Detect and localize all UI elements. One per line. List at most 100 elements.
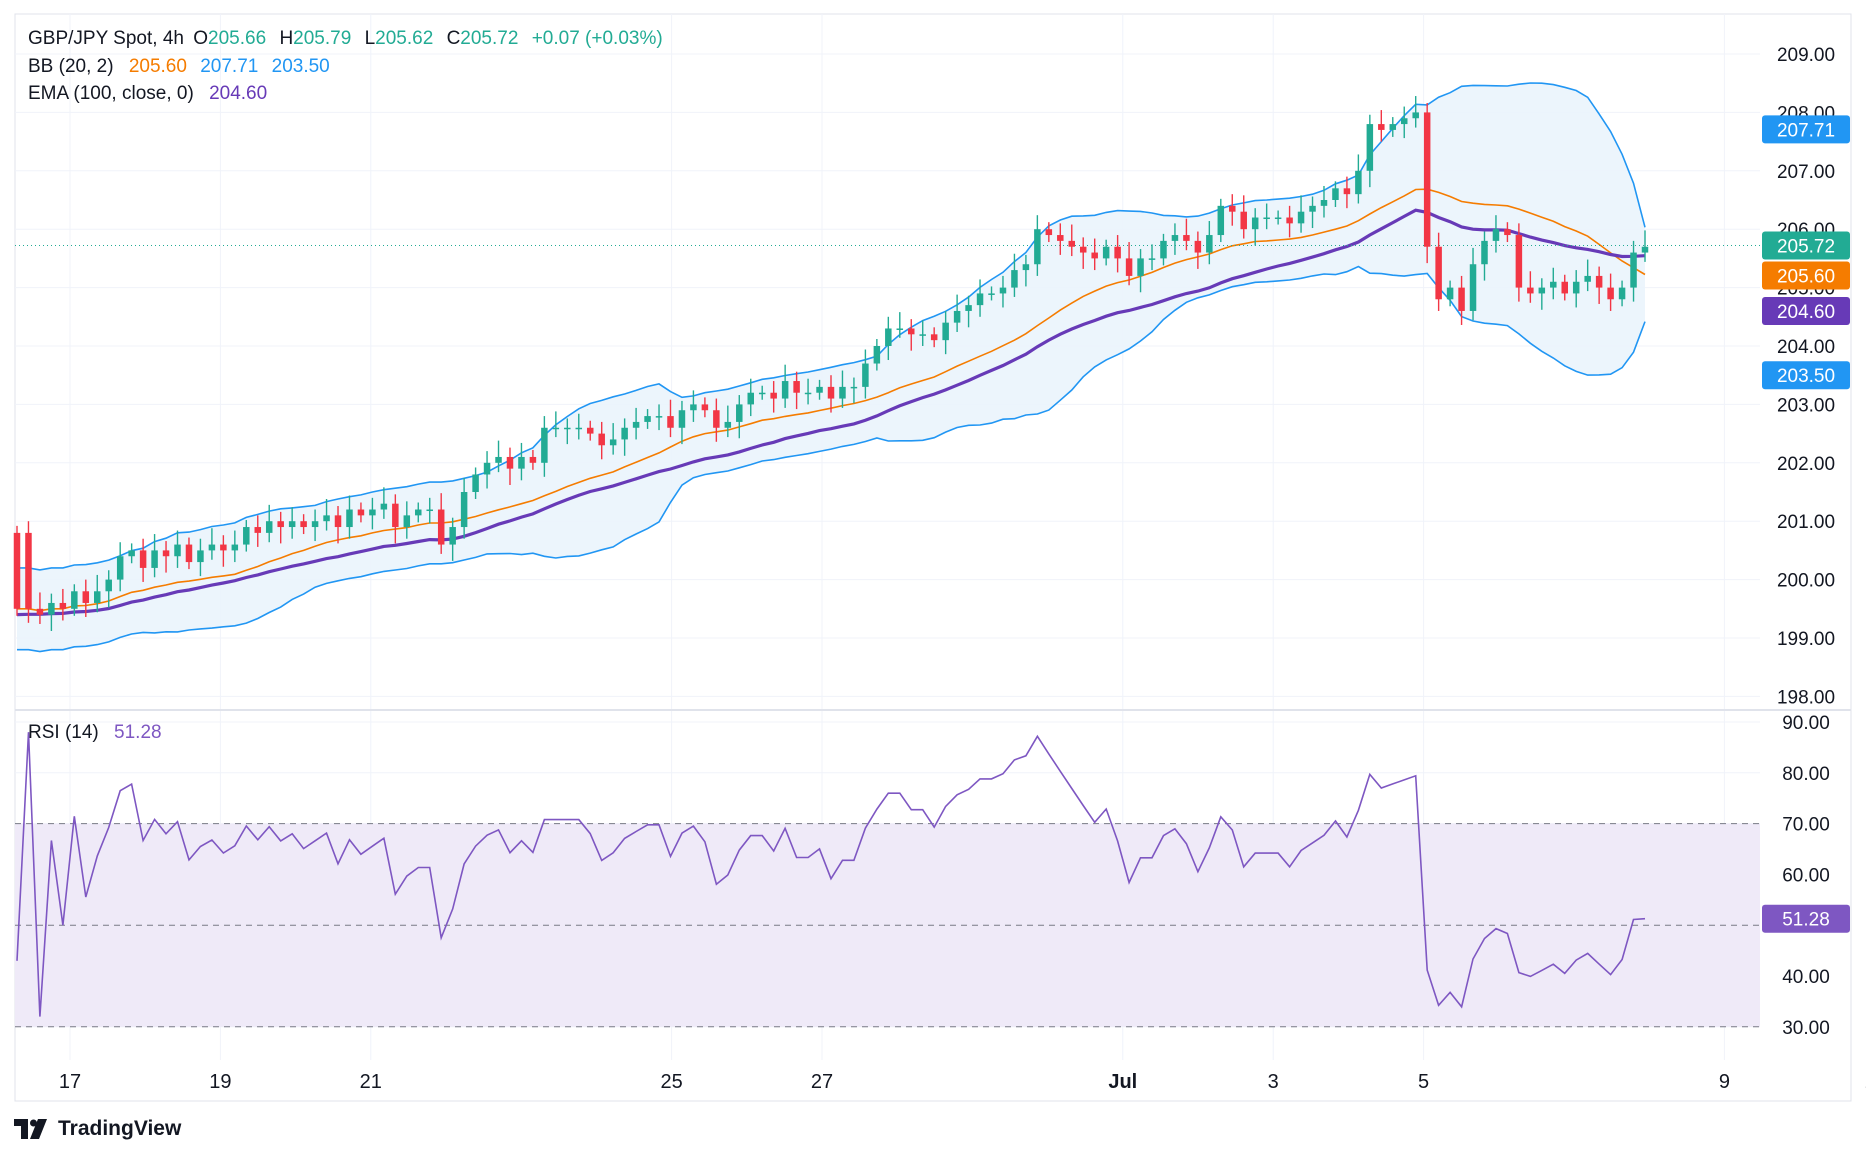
candle-body bbox=[1183, 235, 1190, 241]
candle bbox=[48, 593, 55, 631]
candle-body bbox=[1504, 229, 1511, 236]
candle bbox=[231, 530, 239, 563]
price-label-text: 203.50 bbox=[1777, 366, 1835, 387]
branding[interactable]: TradingView bbox=[14, 1114, 181, 1144]
candle bbox=[1011, 253, 1018, 297]
candle-body bbox=[506, 456, 514, 469]
candle bbox=[1412, 96, 1419, 128]
candle bbox=[1492, 215, 1500, 253]
candle-body bbox=[804, 392, 812, 395]
rsi-legend: RSI (14) 51.28 bbox=[28, 720, 170, 746]
candle bbox=[678, 400, 686, 445]
candle-body bbox=[667, 416, 674, 428]
candle-body bbox=[919, 334, 926, 336]
candle bbox=[288, 507, 296, 539]
candle-body bbox=[575, 427, 583, 430]
candle bbox=[552, 411, 560, 438]
bb-legend: BB (20, 2) 205.60 207.71 203.50 bbox=[28, 54, 338, 80]
candle-body bbox=[1148, 258, 1156, 260]
candle bbox=[437, 493, 445, 554]
price-label-bg bbox=[1762, 261, 1850, 290]
candle-body bbox=[1332, 188, 1339, 200]
candle bbox=[701, 397, 709, 418]
rsi-label[interactable]: RSI (14) bbox=[28, 722, 99, 743]
candle bbox=[1343, 176, 1351, 209]
candle bbox=[472, 467, 479, 500]
price-label-text: 204.60 bbox=[1777, 302, 1835, 323]
candle bbox=[609, 423, 617, 455]
candle bbox=[380, 487, 388, 519]
time-axis[interactable]: 1719212527Jul359111517 bbox=[59, 1071, 1866, 1093]
candle-body bbox=[1607, 287, 1614, 300]
ema-label[interactable]: EMA (100, close, 0) bbox=[28, 83, 194, 104]
candle bbox=[13, 525, 21, 616]
candle-body bbox=[254, 527, 262, 533]
candle-body bbox=[1584, 275, 1591, 282]
candle bbox=[220, 535, 227, 567]
candle bbox=[116, 542, 124, 592]
candle-body bbox=[334, 515, 342, 528]
candle bbox=[793, 371, 800, 410]
candle-body bbox=[426, 509, 433, 512]
tradingview-logo-icon bbox=[14, 1119, 47, 1139]
candle-body bbox=[139, 550, 147, 568]
candle-body bbox=[128, 550, 135, 557]
candle bbox=[1286, 205, 1293, 238]
candle bbox=[758, 385, 766, 400]
candle bbox=[174, 530, 181, 568]
price-tick-label: 198.00 bbox=[1777, 687, 1835, 708]
candle bbox=[1251, 208, 1259, 246]
candle bbox=[1458, 275, 1465, 325]
time-tick-label: 3 bbox=[1268, 1071, 1279, 1093]
rsi-tick-label: 70.00 bbox=[1782, 815, 1830, 836]
time-tick-label: 21 bbox=[360, 1071, 382, 1093]
rsi-tick-label: 60.00 bbox=[1782, 865, 1830, 886]
candle-body bbox=[1366, 124, 1374, 171]
candle-body bbox=[1446, 287, 1454, 300]
candlesticks[interactable] bbox=[13, 96, 1649, 631]
candle bbox=[1022, 254, 1030, 287]
candle bbox=[518, 442, 525, 481]
candle bbox=[483, 451, 491, 489]
symbol-title[interactable]: GBP/JPY Spot, 4h bbox=[28, 28, 184, 49]
candle bbox=[1160, 233, 1167, 266]
candle bbox=[1091, 238, 1098, 271]
candle bbox=[632, 407, 640, 440]
candle-body bbox=[862, 363, 869, 387]
candle bbox=[311, 509, 319, 542]
candle-body bbox=[1561, 281, 1568, 294]
candle bbox=[1114, 235, 1121, 273]
candle-body bbox=[1309, 205, 1316, 212]
candle-body bbox=[942, 322, 949, 341]
candle-body bbox=[48, 602, 55, 615]
candle bbox=[598, 421, 605, 460]
candle bbox=[862, 349, 869, 399]
candle-body bbox=[392, 503, 399, 528]
candle-body bbox=[839, 386, 846, 399]
price-label: 204.60 bbox=[1762, 296, 1850, 325]
candle bbox=[1263, 203, 1270, 230]
candle bbox=[816, 379, 823, 400]
candle-body bbox=[1079, 246, 1087, 253]
price-label: 205.60 bbox=[1762, 261, 1850, 290]
open-label: O bbox=[193, 28, 209, 49]
candle-body bbox=[380, 503, 388, 510]
candle-body bbox=[1378, 124, 1385, 130]
candle bbox=[1378, 110, 1385, 142]
price-tick-label: 209.00 bbox=[1777, 45, 1835, 66]
bb-label[interactable]: BB (20, 2) bbox=[28, 56, 114, 77]
candle bbox=[1183, 218, 1190, 251]
candle-body bbox=[449, 527, 456, 545]
candle-body bbox=[1320, 200, 1328, 206]
candle bbox=[243, 520, 250, 552]
candle-body bbox=[1641, 246, 1649, 253]
candle-body bbox=[288, 521, 296, 528]
candle bbox=[564, 418, 571, 445]
candle-body bbox=[437, 509, 445, 545]
price-axis[interactable]: 209.00208.00207.00206.00205.00204.00203.… bbox=[1777, 45, 1835, 1039]
candle bbox=[197, 538, 204, 577]
candle-body bbox=[1011, 270, 1018, 288]
candle-body bbox=[1229, 205, 1236, 212]
candle bbox=[392, 494, 399, 544]
